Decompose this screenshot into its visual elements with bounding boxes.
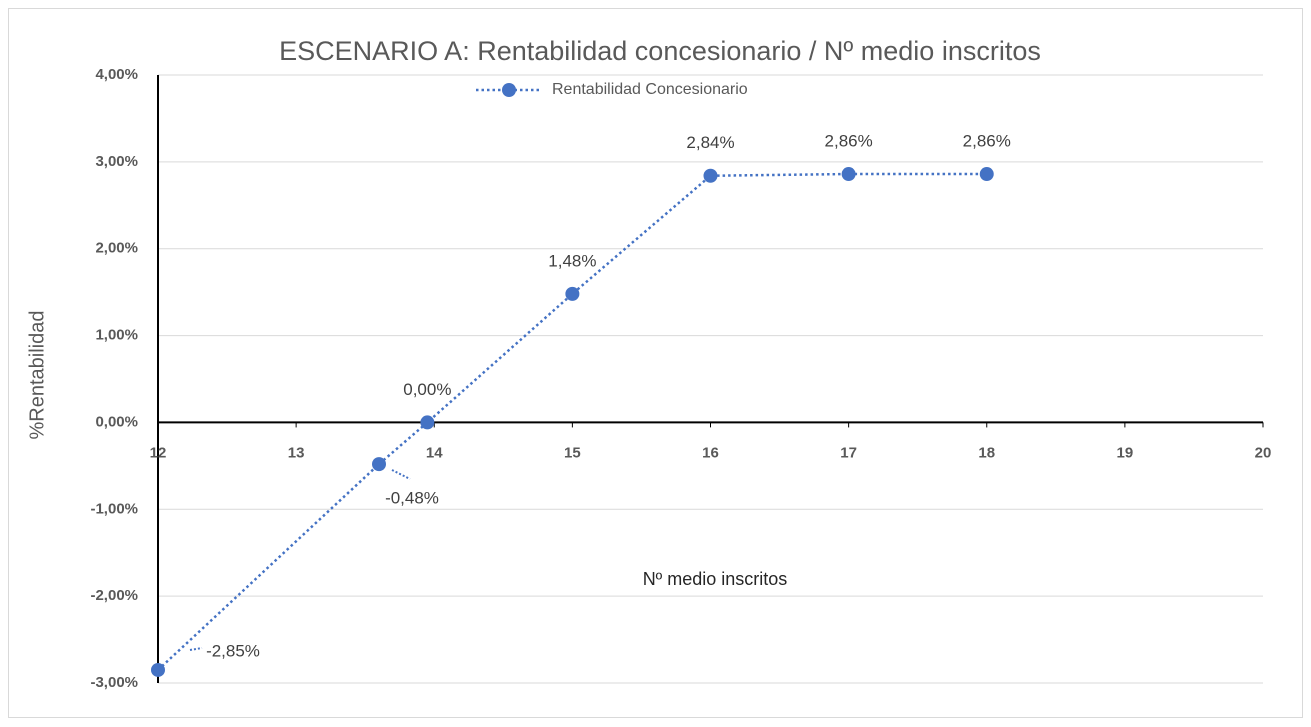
data-label: 2,86%: [825, 132, 873, 151]
x-tick-label: 14: [426, 444, 443, 461]
leader-line: [391, 469, 411, 480]
y-tick-label: -3,00%: [90, 674, 138, 691]
chart-title: ESCENARIO A: Rentabilidad concesionario …: [279, 36, 1041, 66]
data-point: [372, 457, 386, 472]
x-tick-label: 17: [840, 444, 857, 461]
y-tick-label: 0,00%: [95, 413, 138, 430]
x-tick-label: 15: [564, 444, 581, 461]
x-tick-label: 18: [978, 444, 995, 461]
x-tick-label: 16: [702, 444, 719, 461]
data-label: 2,84%: [686, 133, 734, 152]
data-point: [151, 662, 165, 677]
y-tick-label: 3,00%: [95, 153, 138, 170]
y-tick-label: -1,00%: [90, 500, 138, 517]
chart-frame: [8, 8, 1303, 718]
y-tick-label: 4,00%: [95, 66, 138, 83]
data-label: 2,86%: [963, 132, 1011, 151]
y-tick-label: 2,00%: [95, 240, 138, 257]
x-axis-label: Nº medio inscritos: [643, 569, 788, 589]
data-point: [841, 167, 856, 182]
y-tick-label: 1,00%: [95, 327, 138, 344]
data-label: 1,48%: [548, 251, 596, 270]
y-axis-label: %Rentabilidad: [26, 311, 48, 440]
legend-label: Rentabilidad Concesionario: [552, 81, 748, 98]
x-tick-label: 12: [150, 444, 167, 461]
data-label: 0,00%: [403, 380, 451, 399]
x-tick-label: 19: [1117, 444, 1134, 461]
y-tick-label: -2,00%: [90, 587, 138, 604]
data-point: [979, 167, 994, 182]
x-tick-label: 20: [1255, 444, 1272, 461]
data-point: [703, 168, 718, 183]
legend-marker: [502, 83, 516, 97]
data-point: [420, 415, 435, 430]
x-tick-label: 13: [288, 444, 305, 461]
data-label: -2,85%: [206, 641, 260, 660]
data-label: -0,48%: [385, 489, 439, 508]
data-point: [565, 286, 580, 301]
